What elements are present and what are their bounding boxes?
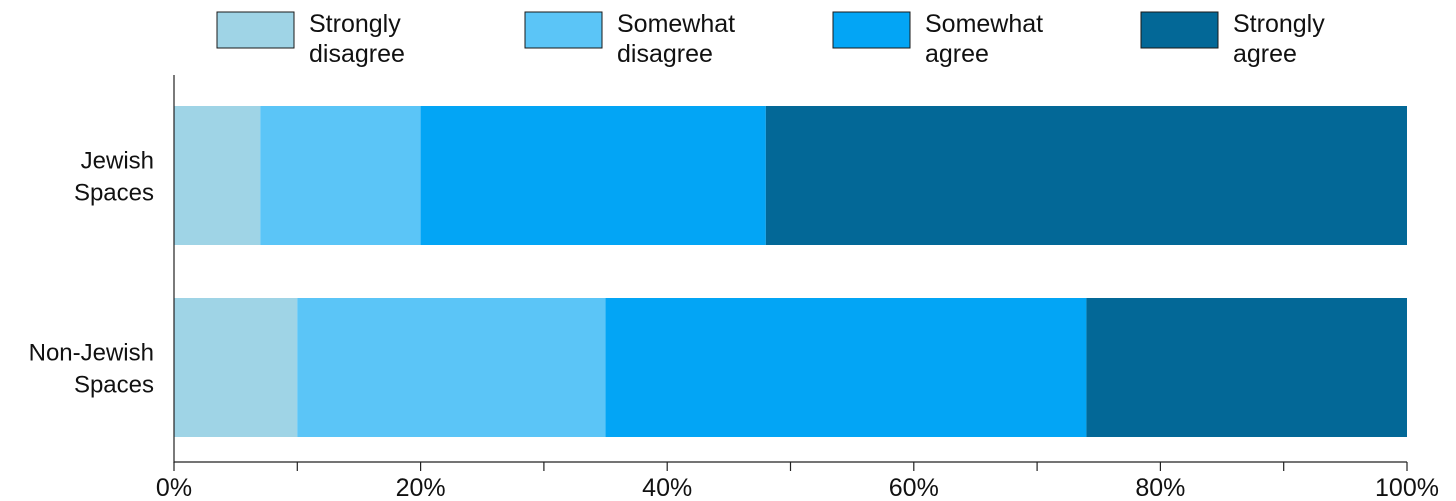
legend-swatch-somewhat-agree <box>832 11 911 49</box>
legend-swatch-strongly-disagree <box>216 11 295 49</box>
bar-jewish-spaces-strongly-agree <box>765 106 1407 245</box>
category-labels: Jewish Spaces Non-Jewish Spaces <box>29 148 154 399</box>
x-tick-label: 20% <box>396 474 446 501</box>
bar-non-jewish-spaces-strongly-agree <box>1086 298 1407 437</box>
category-label-jewish-spaces: Jewish Spaces <box>74 148 154 207</box>
bar-non-jewish-spaces-strongly-disagree <box>174 298 298 437</box>
bar-jewish-spaces-strongly-disagree <box>174 106 261 245</box>
bar-non-jewish-spaces-somewhat-disagree <box>297 298 606 437</box>
x-tick-label: 60% <box>889 474 939 501</box>
legend-item-somewhat-disagree: Somewhat disagree <box>524 10 735 68</box>
legend: Strongly disagree Somewhat disagree Somewhat… <box>216 10 1325 68</box>
bars <box>174 106 1407 437</box>
legend-label-somewhat-agree: Somewhat agree <box>925 10 1043 68</box>
category-label-non-jewish-spaces: Non-Jewish Spaces <box>29 340 154 399</box>
x-axis-ticks: 0% 20% 40% 60% 80% 100% <box>156 462 1439 501</box>
bar-jewish-spaces-somewhat-disagree <box>260 106 421 245</box>
x-tick-label: 40% <box>642 474 692 501</box>
legend-label-somewhat-disagree: Somewhat disagree <box>617 10 735 68</box>
legend-item-strongly-disagree: Strongly disagree <box>216 10 405 68</box>
legend-item-strongly-agree: Strongly agree <box>1140 10 1325 68</box>
bar-jewish-spaces-somewhat-agree <box>420 106 766 245</box>
legend-label-strongly-agree: Strongly agree <box>1233 10 1325 68</box>
legend-swatch-strongly-agree <box>1140 11 1219 49</box>
x-tick-label: 0% <box>156 474 192 501</box>
bar-non-jewish-spaces-somewhat-agree <box>605 298 1087 437</box>
legend-label-strongly-disagree: Strongly disagree <box>309 10 405 68</box>
x-tick-label: 100% <box>1375 474 1439 501</box>
legend-item-somewhat-agree: Somewhat agree <box>832 10 1043 68</box>
legend-swatch-somewhat-disagree <box>524 11 603 49</box>
x-tick-label: 80% <box>1135 474 1185 501</box>
